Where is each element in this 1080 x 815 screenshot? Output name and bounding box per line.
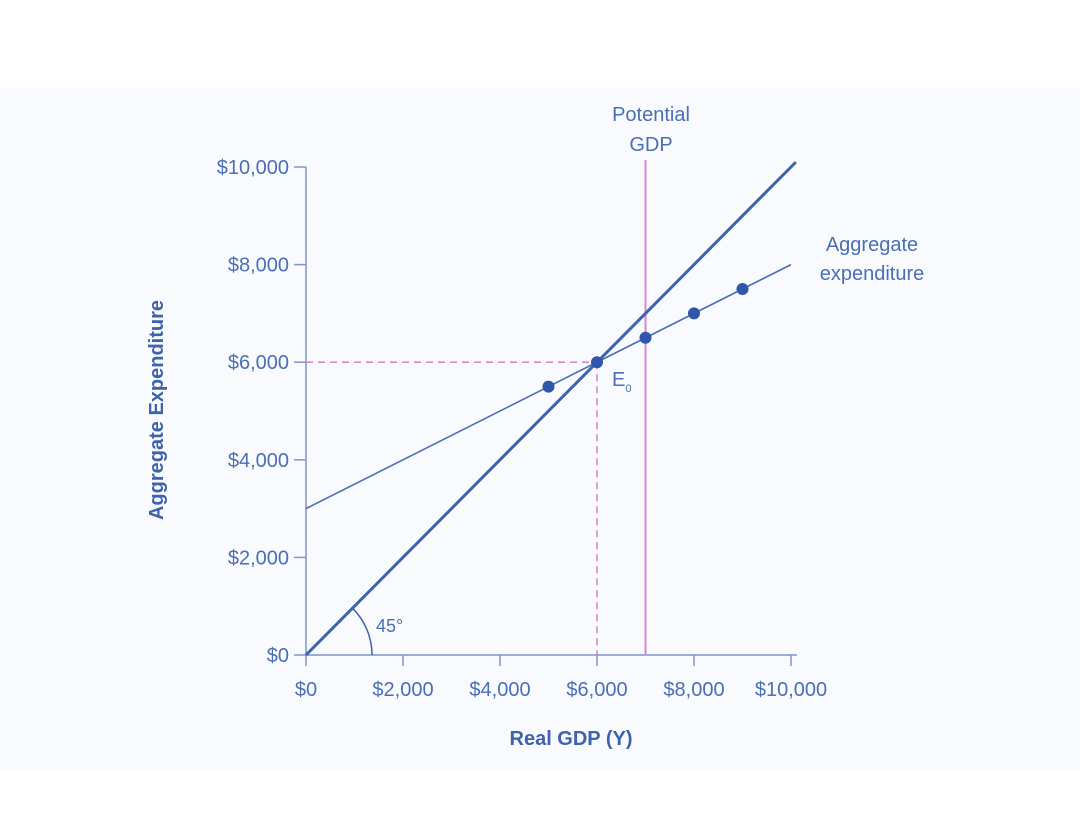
data-point (542, 380, 555, 393)
data-point (591, 356, 603, 369)
y-tick-label: $2,000 (228, 547, 289, 569)
data-point (736, 283, 749, 295)
potential-gdp-label-line1: Potential (612, 104, 690, 126)
figure-background (0, 88, 1080, 770)
x-tick-label: $8,000 (663, 679, 724, 701)
axes: $0 $2,000 $4,000 $6,000 $8,000 $10,000 $0 $2,00… (217, 157, 827, 701)
y-tick-label: $8,000 (228, 255, 289, 277)
series-lines (304, 161, 797, 657)
data-points (542, 283, 749, 393)
y-axis-title: Aggregate Expenditure (146, 300, 168, 520)
angle-label: 45° (376, 616, 403, 636)
x-axis-title: Real GDP (Y) (510, 728, 633, 750)
x-tick-label: $0 (295, 679, 317, 701)
x-tick-label: $2,000 (372, 679, 433, 701)
y-tick-label: $0 (267, 645, 289, 667)
aggregate-expenditure-label-line2: expenditure (820, 263, 925, 285)
aggregate-expenditure-label-line1: Aggregate (826, 234, 918, 256)
x-tick-label: $10,000 (755, 679, 827, 701)
x-tick-label: $6,000 (566, 679, 627, 701)
data-point (688, 307, 700, 320)
equilibrium-letter: E (612, 369, 625, 391)
chart-labels: Aggregate Expenditure Real GDP (Y) Poten… (146, 104, 924, 750)
equilibrium-subscript: 0 (625, 383, 631, 395)
guide-lines (306, 160, 647, 656)
equilibrium-label: E0 (612, 369, 631, 395)
y-tick-label: $10,000 (217, 157, 289, 179)
angle-arc (352, 607, 373, 656)
forty-five-degree-line (304, 161, 797, 657)
data-point (639, 331, 652, 344)
y-tick-label: $6,000 (228, 352, 289, 374)
potential-gdp-label-line2: GDP (629, 134, 672, 156)
y-tick-label: $4,000 (228, 450, 289, 472)
x-tick-label: $4,000 (469, 679, 530, 701)
